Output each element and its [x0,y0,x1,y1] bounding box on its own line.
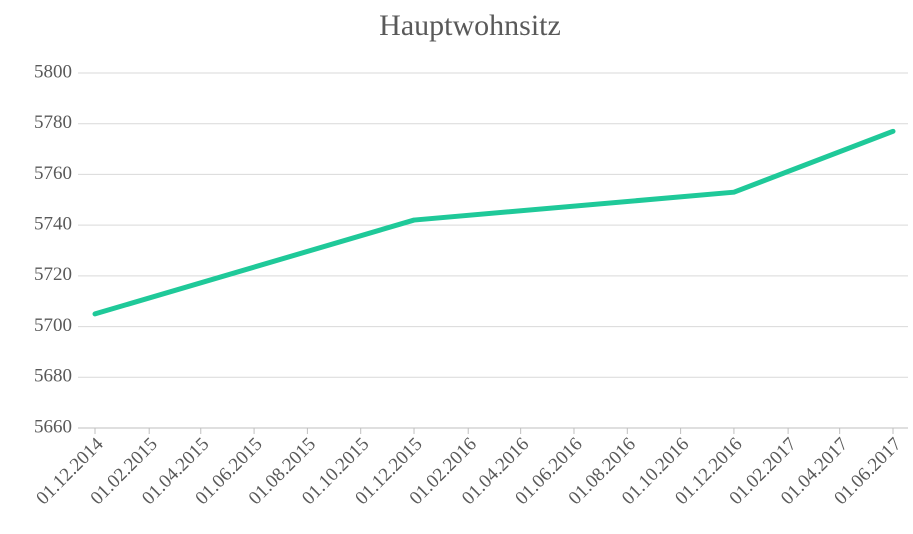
y-tick-label: 5700 [34,315,72,336]
y-tick-label: 5680 [34,366,72,387]
chart-title: Hauptwohnsitz [379,9,561,42]
y-tick-label: 5780 [34,112,72,133]
y-tick-label: 5800 [34,61,72,82]
y-tick-label: 5760 [34,163,72,184]
y-tick-label: 5660 [34,416,72,437]
y-tick-label: 5740 [34,214,72,235]
y-tick-label: 5720 [34,264,72,285]
line [92,128,896,317]
